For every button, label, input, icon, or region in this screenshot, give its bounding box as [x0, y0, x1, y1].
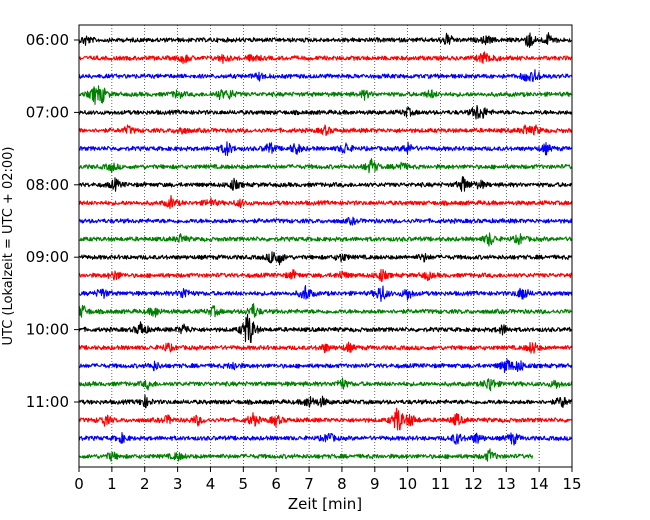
trace-1015	[78, 341, 573, 354]
trace-0730	[78, 141, 573, 157]
trace-1130	[78, 431, 573, 446]
trace-0800	[78, 176, 573, 192]
y-axis-ticks: 06:00 07:00 08:00 09:00 10:00 11:00	[26, 31, 79, 411]
trace-0915	[78, 268, 573, 282]
trace-0600	[78, 32, 573, 48]
x-axis-ticks: 0 1 2 3 4 5 6 7 8 9 10 11 12 13 14 15	[74, 467, 582, 493]
trace-0830	[78, 216, 573, 226]
x-tick-label: 14	[530, 475, 549, 493]
x-tick-label: 10	[398, 475, 417, 493]
x-tick-label: 8	[337, 475, 347, 493]
trace-0815	[78, 195, 573, 209]
seismic-traces	[78, 32, 573, 462]
y-tick-label: 10:00	[26, 321, 69, 339]
x-tick-label: 5	[239, 475, 249, 493]
plot-frame	[78, 24, 573, 468]
x-tick-label: 9	[370, 475, 380, 493]
x-tick-label: 7	[304, 475, 314, 493]
y-axis-label: UTC (Lokalzeit = UTC + 02:00)	[1, 147, 16, 346]
trace-0615	[78, 51, 573, 65]
trace-0645	[78, 85, 573, 105]
x-axis-label: Zeit [min]	[288, 495, 362, 513]
trace-0900	[78, 251, 573, 266]
x-tick-label: 0	[74, 475, 84, 493]
trace-1030	[78, 358, 573, 374]
y-tick-label: 06:00	[26, 31, 69, 49]
trace-1115	[78, 407, 573, 431]
x-tick-label: 6	[271, 475, 281, 493]
x-tick-label: 11	[431, 475, 450, 493]
trace-0745	[78, 158, 573, 174]
x-tick-label: 4	[206, 475, 216, 493]
y-tick-label: 08:00	[26, 176, 69, 194]
trace-1145	[78, 448, 534, 462]
y-tick-label: 09:00	[26, 248, 69, 266]
trace-0715	[78, 124, 573, 137]
x-tick-label: 15	[562, 475, 581, 493]
trace-0700	[78, 104, 573, 120]
x-tick-label: 13	[497, 475, 516, 493]
trace-0930	[78, 284, 573, 302]
trace-0845	[78, 232, 573, 247]
x-tick-label: 1	[107, 475, 117, 493]
trace-1045	[78, 377, 573, 392]
trace-1000	[78, 313, 573, 344]
trace-1100	[78, 394, 573, 409]
x-tick-label: 12	[464, 475, 483, 493]
trace-0945	[78, 303, 573, 318]
trace-0630	[78, 69, 573, 83]
x-tick-label: 3	[173, 475, 183, 493]
y-tick-label: 07:00	[26, 103, 69, 121]
x-tick-label: 2	[140, 475, 150, 493]
y-tick-label: 11:00	[26, 393, 69, 411]
plot-background	[79, 25, 572, 467]
